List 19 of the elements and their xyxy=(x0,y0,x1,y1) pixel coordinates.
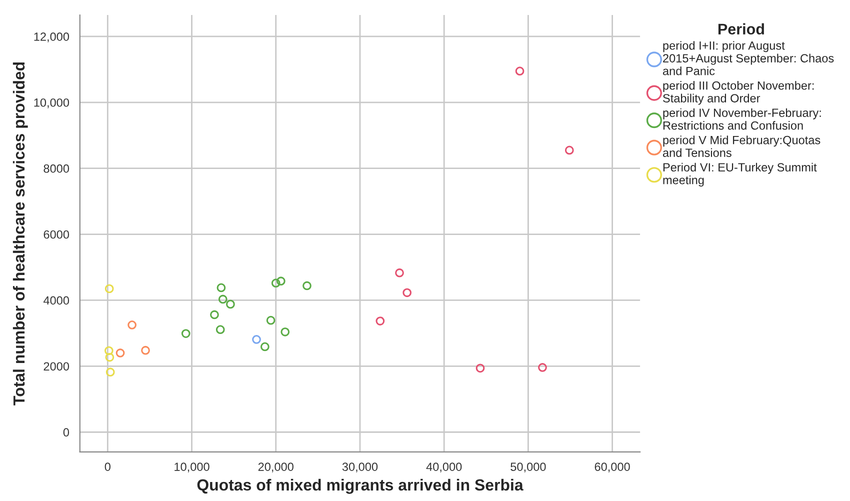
y-tick-label: 10,000 xyxy=(34,98,70,108)
x-axis-title: Quotas of mixed migrants arrived in Serbia xyxy=(197,478,524,494)
y-tick-label: 2000 xyxy=(44,362,70,371)
x-tick-label: 20,000 xyxy=(258,462,294,472)
legend-title: Period xyxy=(718,23,764,35)
x-tick-label: 50,000 xyxy=(510,462,546,472)
y-tick-label: 12,000 xyxy=(34,32,70,42)
x-tick-label: 40,000 xyxy=(426,462,462,472)
x-tick-label: 60,000 xyxy=(594,462,630,472)
y-tick-label: 8000 xyxy=(44,164,70,173)
x-tick-label: 10,000 xyxy=(174,462,210,472)
y-tick-label: 0 xyxy=(63,428,70,437)
legend-label: Period VI: EU-Turkey Summit meeting xyxy=(663,162,817,187)
y-tick-label: 4000 xyxy=(43,296,70,305)
x-tick-label: 30,000 xyxy=(342,462,378,472)
legend-label: period V Mid February:Quotas and Tensions xyxy=(662,136,820,157)
y-axis-title: Total number of healthcare services provided xyxy=(12,62,28,406)
x-tick-label: 0 xyxy=(104,462,110,471)
y-tick-label: 6000 xyxy=(44,230,70,239)
